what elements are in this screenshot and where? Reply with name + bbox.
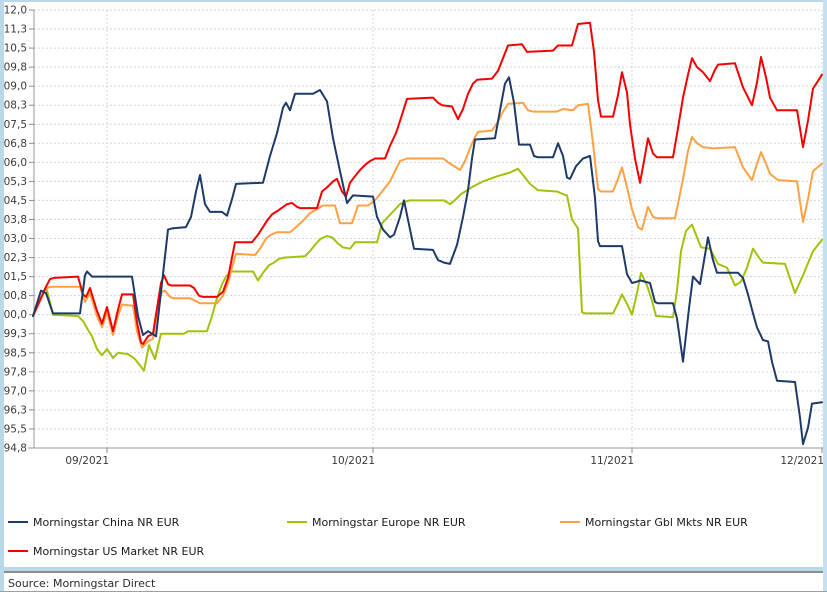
legend-label: Morningstar China NR EUR bbox=[33, 515, 180, 529]
y-axis-label: 103,8 bbox=[0, 214, 27, 226]
legend-item-morningstar-us-market-nr-eur: Morningstar US Market NR EUR bbox=[8, 544, 204, 558]
y-axis-label: 112,0 bbox=[0, 5, 27, 17]
chart-frame-left bbox=[0, 0, 4, 592]
y-axis-label: 94,8 bbox=[4, 443, 27, 455]
y-axis-label: 108,3 bbox=[0, 100, 27, 112]
y-axis-label: 109,8 bbox=[0, 62, 27, 74]
legend-item-morningstar-china-nr-eur: Morningstar China NR EUR bbox=[8, 515, 179, 529]
source-label: Source: Morningstar Direct bbox=[8, 577, 156, 590]
y-axis-label: 105,3 bbox=[0, 176, 27, 188]
y-axis-label: 107,5 bbox=[0, 119, 27, 131]
y-axis-label: 99,3 bbox=[4, 328, 27, 340]
legend-label: Morningstar Gbl Mkts NR EUR bbox=[585, 515, 748, 529]
legend-swatch-icon bbox=[287, 521, 307, 523]
x-axis-label: 10/2021 bbox=[331, 455, 375, 467]
y-axis-label: 100,8 bbox=[0, 290, 27, 302]
legend-swatch-icon bbox=[8, 521, 28, 523]
legend-swatch-icon bbox=[8, 550, 28, 552]
series-line-morningstar-gbl-mkts-nr-eur bbox=[32, 101, 823, 349]
y-axis-label: 97,8 bbox=[4, 366, 27, 378]
y-axis-label: 100,0 bbox=[0, 309, 27, 321]
performance-line-chart: 112,0 111,3 110,5 109,8 109,0 108,3 107,5 106,8… bbox=[0, 5, 826, 467]
source-bar: Source: Morningstar Direct bbox=[0, 573, 827, 591]
legend-item-morningstar-gbl-mkts-nr-eur: Morningstar Gbl Mkts NR EUR bbox=[560, 515, 748, 529]
x-axis-label: 12/2021 bbox=[780, 455, 824, 467]
chart-frame-top bbox=[0, 0, 827, 2]
legend-item-morningstar-europe-nr-eur: Morningstar Europe NR EUR bbox=[287, 515, 466, 529]
y-axis-label: 111,3 bbox=[0, 24, 27, 36]
legend-label: Morningstar US Market NR EUR bbox=[33, 544, 205, 558]
y-axis-label: 98,5 bbox=[4, 347, 27, 359]
x-axis-label: 09/2021 bbox=[65, 455, 109, 467]
series-line-morningstar-europe-nr-eur bbox=[32, 167, 823, 372]
y-axis-label: 103,0 bbox=[0, 233, 27, 245]
legend-swatch-icon bbox=[560, 521, 580, 523]
y-axis-label: 95,5 bbox=[4, 423, 27, 435]
series-line-morningstar-us-market-nr-eur bbox=[32, 21, 823, 345]
y-axis-label: 102,3 bbox=[0, 252, 27, 264]
y-axis-label: 106,8 bbox=[0, 138, 27, 150]
y-axis-label: 104,5 bbox=[0, 195, 27, 207]
source-divider bbox=[0, 571, 827, 573]
y-axis-label: 110,5 bbox=[0, 43, 27, 55]
legend-label: Morningstar Europe NR EUR bbox=[312, 515, 466, 529]
y-axis-label: 106,0 bbox=[0, 157, 27, 169]
y-axis-label: 101,5 bbox=[0, 271, 27, 283]
series-line-morningstar-china-nr-eur bbox=[32, 76, 823, 446]
y-axis-label: 97,0 bbox=[4, 385, 27, 397]
y-axis-label: 96,3 bbox=[4, 404, 27, 416]
x-axis-label: 11/2021 bbox=[590, 455, 634, 467]
chart-frame-right bbox=[823, 0, 827, 592]
chart-frame-bottom-band bbox=[0, 567, 827, 571]
y-axis-label: 109,0 bbox=[0, 81, 27, 93]
